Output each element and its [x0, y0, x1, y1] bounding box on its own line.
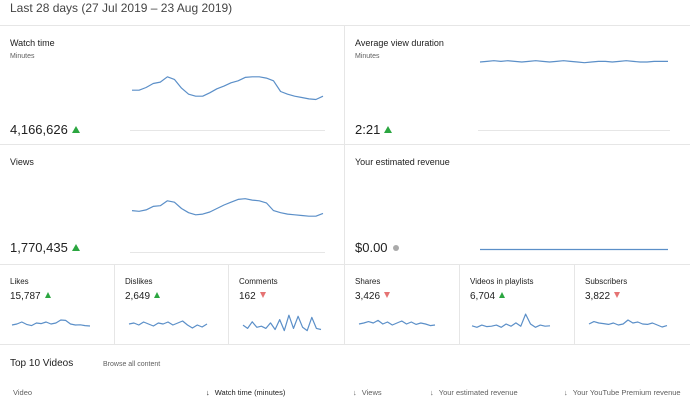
column-header-estimated-revenue[interactable]: ↓ Your estimated revenue	[430, 388, 518, 397]
trend-up-icon	[384, 126, 393, 133]
trend-down-icon	[614, 292, 621, 298]
metric-shares[interactable]: Shares 3,426	[345, 265, 460, 345]
trend-up-icon	[499, 292, 506, 298]
sparkline-series	[131, 198, 324, 217]
metric-comments[interactable]: Comments 162	[229, 265, 345, 345]
watch-time-sparkline	[130, 76, 325, 131]
views-sparkline	[130, 198, 325, 253]
trend-up-icon	[71, 244, 80, 251]
revenue-sparkline	[480, 248, 668, 251]
sparkline-series	[11, 319, 91, 327]
card-title: Watch time	[10, 38, 55, 48]
card-value: 2:21	[355, 122, 393, 137]
trend-neutral-icon	[392, 245, 399, 251]
metric-value: 3,822	[585, 291, 621, 302]
metric-dislikes[interactable]: Dislikes 2,649	[115, 265, 229, 345]
likes-sparkline	[11, 319, 91, 327]
card-value: 4,166,626	[10, 122, 80, 137]
top10-heading: Top 10 Videos	[10, 358, 74, 369]
sort-arrow-down-icon: ↓	[430, 388, 434, 397]
metric-value: 2,649	[125, 291, 161, 302]
metric-value: 15,787	[10, 291, 51, 302]
card-value: 1,770,435	[10, 240, 80, 255]
dislikes-sparkline	[128, 320, 208, 329]
sort-arrow-down-icon: ↓	[353, 388, 357, 397]
shares-sparkline	[358, 319, 436, 327]
card-subtitle: Minutes	[10, 53, 35, 60]
card-views[interactable]: Views 1,770,435	[0, 145, 345, 265]
column-header-watch-time[interactable]: ↓ Watch time (minutes)	[206, 388, 286, 397]
column-header-premium-revenue[interactable]: ↓ Your YouTube Premium revenue	[564, 388, 681, 397]
trend-up-icon	[71, 126, 80, 133]
sparkline-series	[358, 319, 436, 327]
sparkline-series	[471, 313, 551, 328]
metric-title: Videos in playlists	[470, 277, 534, 286]
playlists-sparkline	[471, 313, 551, 328]
sparkline-series	[242, 314, 322, 332]
trend-down-icon	[259, 292, 266, 298]
card-watch-time[interactable]: Watch time Minutes 4,166,626	[0, 25, 345, 145]
browse-all-content-link[interactable]: Browse all content	[103, 361, 161, 368]
column-header-video: Video	[13, 388, 33, 397]
card-revenue[interactable]: Your estimated revenue $0.00	[345, 145, 690, 265]
sparkline-series	[132, 76, 324, 101]
sparkline-series	[128, 320, 208, 329]
metric-subscribers[interactable]: Subscribers 3,822	[575, 265, 690, 345]
date-range-label[interactable]: Last 28 days (27 Jul 2019 – 23 Aug 2019)	[10, 1, 233, 15]
trend-up-icon	[44, 292, 51, 298]
metric-value: 3,426	[355, 291, 391, 302]
card-title: Views	[10, 157, 34, 167]
column-header-views[interactable]: ↓ Views	[353, 388, 382, 397]
metric-videos-in-playlists[interactable]: Videos in playlists 6,704	[460, 265, 575, 345]
sort-arrow-down-icon: ↓	[564, 388, 568, 397]
trend-up-icon	[154, 292, 161, 298]
sparkline-series	[588, 319, 668, 328]
sparkline-series	[479, 60, 668, 64]
metric-value: 6,704	[470, 291, 506, 302]
avg-duration-sparkline	[478, 60, 670, 131]
sort-arrow-down-icon: ↓	[206, 388, 210, 397]
card-title: Your estimated revenue	[355, 157, 450, 167]
metric-title: Shares	[355, 277, 381, 286]
trend-down-icon	[384, 292, 391, 298]
metric-likes[interactable]: Likes 15,787	[0, 265, 115, 345]
metric-title: Dislikes	[125, 277, 153, 286]
metric-value: 162	[239, 291, 266, 302]
comments-sparkline	[242, 314, 322, 332]
card-title: Average view duration	[355, 38, 444, 48]
subscribers-sparkline	[588, 319, 668, 328]
metric-title: Likes	[10, 277, 29, 286]
metric-title: Subscribers	[585, 277, 628, 286]
card-avg-view-duration[interactable]: Average view duration Minutes 2:21	[345, 25, 690, 145]
card-value: $0.00	[355, 240, 399, 255]
metric-title: Comments	[239, 277, 278, 286]
card-subtitle: Minutes	[355, 53, 380, 60]
